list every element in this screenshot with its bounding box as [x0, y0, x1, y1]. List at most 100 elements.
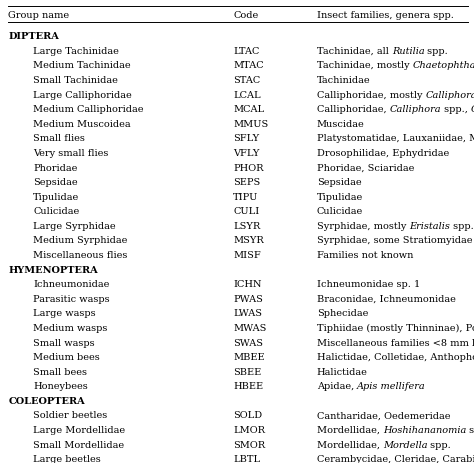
Text: DIPTERA: DIPTERA: [9, 32, 59, 41]
Text: LCAL: LCAL: [233, 91, 261, 100]
Text: Very small flies: Very small flies: [33, 149, 109, 158]
Text: PHOR: PHOR: [233, 163, 264, 173]
Text: Miscellaneous flies: Miscellaneous flies: [33, 251, 128, 260]
Text: Small Mordellidae: Small Mordellidae: [33, 441, 125, 450]
Text: Large Tachinidae: Large Tachinidae: [33, 47, 119, 56]
Text: Sphecidae: Sphecidae: [317, 309, 368, 319]
Text: ICHN: ICHN: [233, 280, 262, 289]
Text: Chrysomya: Chrysomya: [471, 105, 474, 114]
Text: Medium Tachinidae: Medium Tachinidae: [33, 62, 131, 70]
Text: SBEE: SBEE: [233, 368, 262, 377]
Text: Halictidae, Colletidae, Anthophoridae: Halictidae, Colletidae, Anthophoridae: [317, 353, 474, 362]
Text: Braconidae, Ichneumonidae: Braconidae, Ichneumonidae: [317, 295, 456, 304]
Text: Ichneumonidae sp. 1: Ichneumonidae sp. 1: [317, 280, 420, 289]
Text: spp.: spp.: [424, 47, 448, 56]
Text: LWAS: LWAS: [233, 309, 262, 319]
Text: Families not known: Families not known: [317, 251, 413, 260]
Text: MSYR: MSYR: [233, 237, 264, 245]
Text: MCAL: MCAL: [233, 105, 264, 114]
Text: Culicidae: Culicidae: [33, 207, 80, 216]
Text: Small Tachinidae: Small Tachinidae: [33, 76, 118, 85]
Text: Group name: Group name: [9, 11, 70, 20]
Text: Sepsidae: Sepsidae: [317, 178, 361, 187]
Text: Halictidae: Halictidae: [317, 368, 367, 377]
Text: spp.: spp.: [428, 441, 451, 450]
Text: Hoshihananomia: Hoshihananomia: [383, 426, 466, 435]
Text: CULI: CULI: [233, 207, 260, 216]
Text: spp.: spp.: [450, 222, 474, 231]
Text: Soldier beetles: Soldier beetles: [33, 412, 108, 420]
Text: Phoridae, Sciaridae: Phoridae, Sciaridae: [317, 163, 414, 173]
Text: PWAS: PWAS: [233, 295, 263, 304]
Text: Muscidae: Muscidae: [317, 120, 365, 129]
Text: Tachinidae, all: Tachinidae, all: [317, 47, 392, 56]
Text: VFLY: VFLY: [233, 149, 260, 158]
Text: Large wasps: Large wasps: [33, 309, 96, 319]
Text: Code: Code: [233, 11, 259, 20]
Text: Tipulidae: Tipulidae: [317, 193, 363, 202]
Text: Sepsidae: Sepsidae: [33, 178, 78, 187]
Text: COLEOPTERA: COLEOPTERA: [9, 397, 85, 406]
Text: Eristalis: Eristalis: [409, 222, 450, 231]
Text: Mordella: Mordella: [383, 441, 428, 450]
Text: SEPS: SEPS: [233, 178, 261, 187]
Text: HYMENOPTERA: HYMENOPTERA: [9, 266, 98, 275]
Text: LMOR: LMOR: [233, 426, 265, 435]
Text: Calliphoridae, mostly: Calliphoridae, mostly: [317, 91, 425, 100]
Text: Calliphora: Calliphora: [390, 105, 441, 114]
Text: SMOR: SMOR: [233, 441, 265, 450]
Text: Medium Syrphidae: Medium Syrphidae: [33, 237, 128, 245]
Text: Medium Muscoidea: Medium Muscoidea: [33, 120, 131, 129]
Text: Small bees: Small bees: [33, 368, 87, 377]
Text: SFLY: SFLY: [233, 134, 259, 144]
Text: LSYR: LSYR: [233, 222, 261, 231]
Text: Large Syrphidae: Large Syrphidae: [33, 222, 116, 231]
Text: Chaetophthalmus: Chaetophthalmus: [412, 62, 474, 70]
Text: Cerambycidae, Cleridae, Carabidae, Buprestidae, Elateridae, Scarabaeidae: Cerambycidae, Cleridae, Carabidae, Bupre…: [317, 455, 474, 463]
Text: Large Calliphoridae: Large Calliphoridae: [33, 91, 132, 100]
Text: MWAS: MWAS: [233, 324, 267, 333]
Text: LBTL: LBTL: [233, 455, 260, 463]
Text: MMUS: MMUS: [233, 120, 269, 129]
Text: SOLD: SOLD: [233, 412, 263, 420]
Text: Drosophilidae, Ephydridae: Drosophilidae, Ephydridae: [317, 149, 449, 158]
Text: Honeybees: Honeybees: [33, 382, 88, 391]
Text: SWAS: SWAS: [233, 338, 264, 348]
Text: Culicidae: Culicidae: [317, 207, 363, 216]
Text: MISF: MISF: [233, 251, 261, 260]
Text: Medium bees: Medium bees: [33, 353, 100, 362]
Text: Large Mordellidae: Large Mordellidae: [33, 426, 126, 435]
Text: Apidae,: Apidae,: [317, 382, 357, 391]
Text: Tachinidae: Tachinidae: [317, 76, 370, 85]
Text: Syrphidae, mostly: Syrphidae, mostly: [317, 222, 409, 231]
Text: Tiphiidae (mostly Thinninae), Pompilidae, a few Ichneumonidae: Tiphiidae (mostly Thinninae), Pompilidae…: [317, 324, 474, 333]
Text: Calliphora: Calliphora: [425, 91, 474, 100]
Text: LTAC: LTAC: [233, 47, 260, 56]
Text: TIPU: TIPU: [233, 193, 259, 202]
Text: Phoridae: Phoridae: [33, 163, 78, 173]
Text: Mordellidae,: Mordellidae,: [317, 426, 383, 435]
Text: Parasitic wasps: Parasitic wasps: [33, 295, 110, 304]
Text: spp.,: spp.,: [441, 105, 471, 114]
Text: Mordellidae,: Mordellidae,: [317, 441, 383, 450]
Text: Tachinidae, mostly: Tachinidae, mostly: [317, 62, 412, 70]
Text: Cantharidae, Oedemeridae: Cantharidae, Oedemeridae: [317, 412, 450, 420]
Text: Platystomatidae, Lauxaniidae, Muscidae: Platystomatidae, Lauxaniidae, Muscidae: [317, 134, 474, 144]
Text: STAC: STAC: [233, 76, 261, 85]
Text: Rutilia: Rutilia: [392, 47, 424, 56]
Text: Apis mellifera: Apis mellifera: [357, 382, 426, 391]
Text: HBEE: HBEE: [233, 382, 264, 391]
Text: Medium wasps: Medium wasps: [33, 324, 108, 333]
Text: Small flies: Small flies: [33, 134, 85, 144]
Text: Syrphidae, some Stratiomyidae: Syrphidae, some Stratiomyidae: [317, 237, 472, 245]
Text: Large beetles: Large beetles: [33, 455, 101, 463]
Text: Miscellaneous families <8 mm long: Miscellaneous families <8 mm long: [317, 338, 474, 348]
Text: Ichneumonidae: Ichneumonidae: [33, 280, 109, 289]
Text: MTAC: MTAC: [233, 62, 264, 70]
Text: spp.,: spp.,: [466, 426, 474, 435]
Text: Small wasps: Small wasps: [33, 338, 95, 348]
Text: Calliphoridae,: Calliphoridae,: [317, 105, 390, 114]
Text: Medium Calliphoridae: Medium Calliphoridae: [33, 105, 144, 114]
Text: MBEE: MBEE: [233, 353, 265, 362]
Text: Insect families, genera spp.: Insect families, genera spp.: [317, 11, 454, 20]
